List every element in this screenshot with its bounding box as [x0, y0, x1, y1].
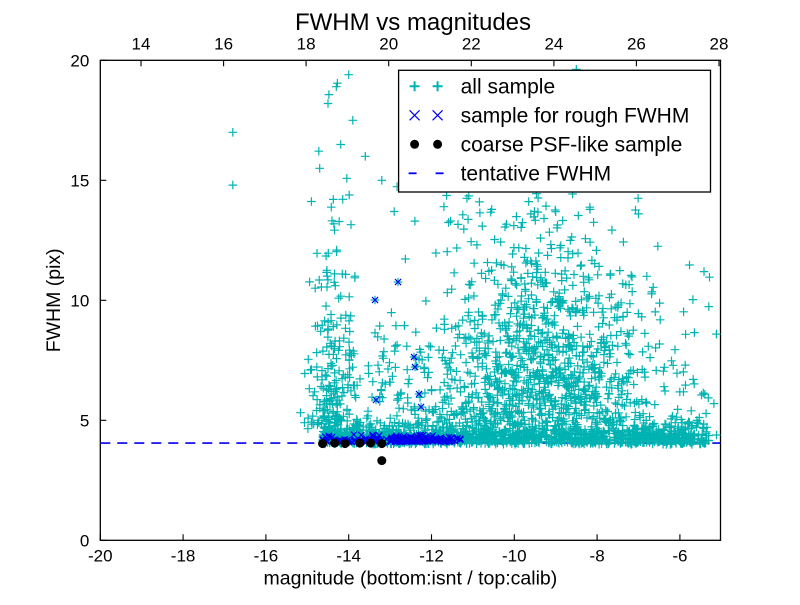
svg-text:26: 26: [627, 34, 646, 53]
svg-text:10: 10: [70, 291, 89, 310]
svg-text:tentative FWHM: tentative FWHM: [461, 162, 612, 185]
svg-text:14: 14: [132, 34, 151, 53]
svg-text:magnitude (bottom:isnt / top:c: magnitude (bottom:isnt / top:calib): [264, 567, 558, 589]
svg-text:0: 0: [80, 531, 89, 550]
svg-text:-12: -12: [419, 546, 444, 565]
svg-text:all sample: all sample: [461, 75, 556, 98]
svg-text:sample for rough FWHM: sample for rough FWHM: [461, 104, 690, 127]
svg-text:28: 28: [710, 34, 729, 53]
svg-text:20: 20: [379, 34, 398, 53]
svg-text:22: 22: [462, 34, 481, 53]
svg-text:-10: -10: [502, 546, 527, 565]
svg-text:5: 5: [80, 411, 89, 430]
svg-text:20: 20: [70, 51, 89, 70]
svg-text:-20: -20: [88, 546, 113, 565]
svg-text:coarse PSF-like sample: coarse PSF-like sample: [461, 133, 683, 156]
svg-text:FWHM vs magnitudes: FWHM vs magnitudes: [295, 9, 531, 36]
svg-text:-18: -18: [171, 546, 196, 565]
svg-text:-6: -6: [672, 546, 687, 565]
svg-text:-16: -16: [254, 546, 279, 565]
svg-text:-14: -14: [336, 546, 361, 565]
svg-text:-8: -8: [590, 546, 605, 565]
svg-text:15: 15: [70, 171, 89, 190]
svg-text:18: 18: [297, 34, 316, 53]
svg-text:16: 16: [214, 34, 233, 53]
svg-text:FWHM (pix): FWHM (pix): [43, 248, 65, 352]
svg-text:24: 24: [544, 34, 563, 53]
